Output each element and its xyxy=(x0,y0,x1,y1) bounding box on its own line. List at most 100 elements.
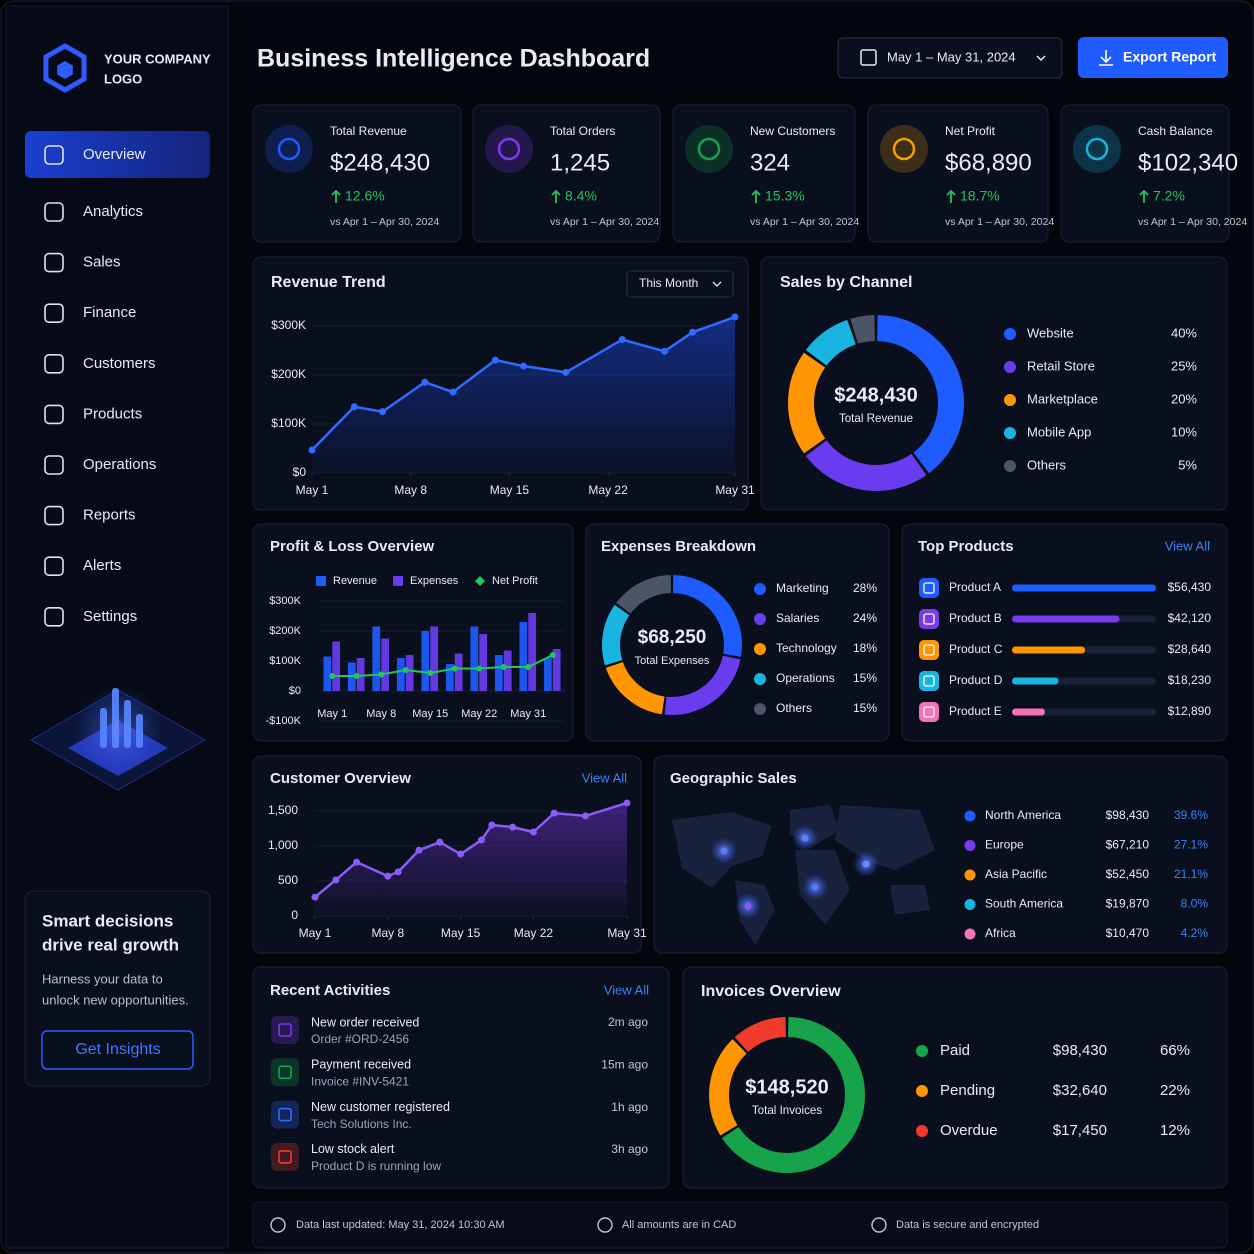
label[interactable]: This Month xyxy=(639,276,698,290)
label: Asia Pacific xyxy=(985,867,1047,881)
legend-label: Others xyxy=(776,701,812,715)
footer xyxy=(252,1201,1228,1249)
point xyxy=(520,362,527,370)
date-picker[interactable] xyxy=(837,37,1063,79)
value-label: 10% xyxy=(1171,424,1197,439)
kpi-icon-glyph xyxy=(277,137,301,161)
label: Payment received xyxy=(311,1058,411,1072)
view-all-link[interactable]: View All xyxy=(604,982,649,997)
panel-title: Recent Activities xyxy=(270,982,390,999)
legend-dot xyxy=(964,810,976,822)
x-tick-label: May 31 xyxy=(510,708,546,720)
nav-item[interactable]: Products xyxy=(83,405,142,422)
nav-item[interactable]: Settings xyxy=(83,608,137,625)
bar xyxy=(372,626,381,691)
point xyxy=(329,673,336,679)
point xyxy=(378,671,385,678)
legend-label: Retail Store xyxy=(1027,358,1095,373)
kpi-icon xyxy=(685,125,733,173)
y-tick-label: $200K xyxy=(269,625,301,637)
point xyxy=(457,850,465,858)
value-label: 12% xyxy=(1160,1122,1190,1139)
panel-title: Invoices Overview xyxy=(701,983,841,1000)
nav-icon xyxy=(44,145,64,165)
button-label[interactable]: Get Insights xyxy=(75,1041,160,1058)
up-arrow xyxy=(551,189,561,203)
value-label: 28% xyxy=(853,581,877,595)
time: 2m ago xyxy=(608,1015,648,1029)
nav-item[interactable]: Overview xyxy=(83,146,146,163)
x-tick-label: May 22 xyxy=(514,926,554,940)
label: New customer registered xyxy=(311,1100,450,1114)
label: Total Revenue xyxy=(330,124,407,138)
up-arrow xyxy=(946,189,956,203)
area-fill xyxy=(315,802,627,916)
bar xyxy=(421,631,430,691)
legend-label: Website xyxy=(1027,325,1074,340)
donut-total: $148,520 xyxy=(745,1076,828,1098)
bar xyxy=(445,664,454,691)
legend-dot xyxy=(1004,394,1016,406)
line xyxy=(311,315,736,451)
point xyxy=(415,846,423,854)
label: New order received xyxy=(311,1015,419,1029)
point xyxy=(449,388,457,396)
y-tick-label: -$100K xyxy=(266,715,302,727)
insights-button[interactable] xyxy=(41,1030,194,1070)
value-label: $18,230 xyxy=(1168,673,1212,687)
kpi-icon xyxy=(880,125,928,173)
logo-mark-inner xyxy=(57,61,73,79)
bar xyxy=(1012,708,1045,716)
footer-icon xyxy=(597,1217,613,1233)
bar xyxy=(543,658,552,691)
x-tick-label: May 15 xyxy=(490,483,530,497)
point xyxy=(731,313,739,321)
x-tick-label: May 1 xyxy=(296,483,329,497)
panel-title: Profit & Loss Overview xyxy=(270,538,435,555)
nav-item[interactable]: Analytics xyxy=(83,203,143,220)
download-icon xyxy=(1099,50,1113,66)
legend-dot xyxy=(916,1045,928,1057)
donut-segment xyxy=(850,315,876,344)
filter-select[interactable] xyxy=(626,270,734,298)
donut-segment xyxy=(721,1017,865,1173)
nav-icon xyxy=(44,505,64,526)
label: Order #ORD-2456 xyxy=(311,1032,409,1046)
x-tick-label: May 8 xyxy=(371,926,404,940)
view-all-link[interactable]: View All xyxy=(1165,538,1210,553)
product-icon-glyph xyxy=(923,644,935,656)
time: 15m ago xyxy=(601,1057,648,1071)
nav-item[interactable]: Alerts xyxy=(83,557,121,574)
bar xyxy=(519,622,528,691)
share: 27.1% xyxy=(1174,838,1208,852)
panel xyxy=(760,256,1228,511)
legend-label: Mobile App xyxy=(1027,424,1091,439)
map-dot xyxy=(720,847,728,855)
amount: $10,470 xyxy=(1106,926,1150,940)
nav-item[interactable]: Reports xyxy=(83,507,136,524)
value-label: 66% xyxy=(1160,1042,1190,1059)
panel xyxy=(653,755,1228,954)
amount: $19,870 xyxy=(1106,897,1150,911)
legend-dot xyxy=(754,703,766,715)
label: 324 xyxy=(750,149,790,176)
activity-icon xyxy=(271,1016,299,1044)
view-all-link[interactable]: View All xyxy=(582,770,627,785)
label[interactable]: Export Report xyxy=(1123,49,1217,65)
nav-item[interactable]: Operations xyxy=(83,456,156,473)
export-button[interactable] xyxy=(1078,37,1228,78)
product-icon-glyph xyxy=(923,613,935,625)
label[interactable]: May 1 – May 31, 2024 xyxy=(887,49,1016,64)
donut-segment xyxy=(788,352,826,454)
y-tick-label: 1,500 xyxy=(268,803,298,817)
bar xyxy=(1012,584,1156,592)
bar xyxy=(405,655,414,691)
nav-item[interactable]: Sales xyxy=(83,254,121,271)
nav-item[interactable]: Customers xyxy=(83,355,156,372)
bar xyxy=(332,641,341,691)
nav-item[interactable]: Finance xyxy=(83,304,136,321)
point xyxy=(379,408,386,416)
label: Product E xyxy=(949,704,1002,718)
bar xyxy=(479,634,488,691)
legend-dot xyxy=(754,583,766,595)
